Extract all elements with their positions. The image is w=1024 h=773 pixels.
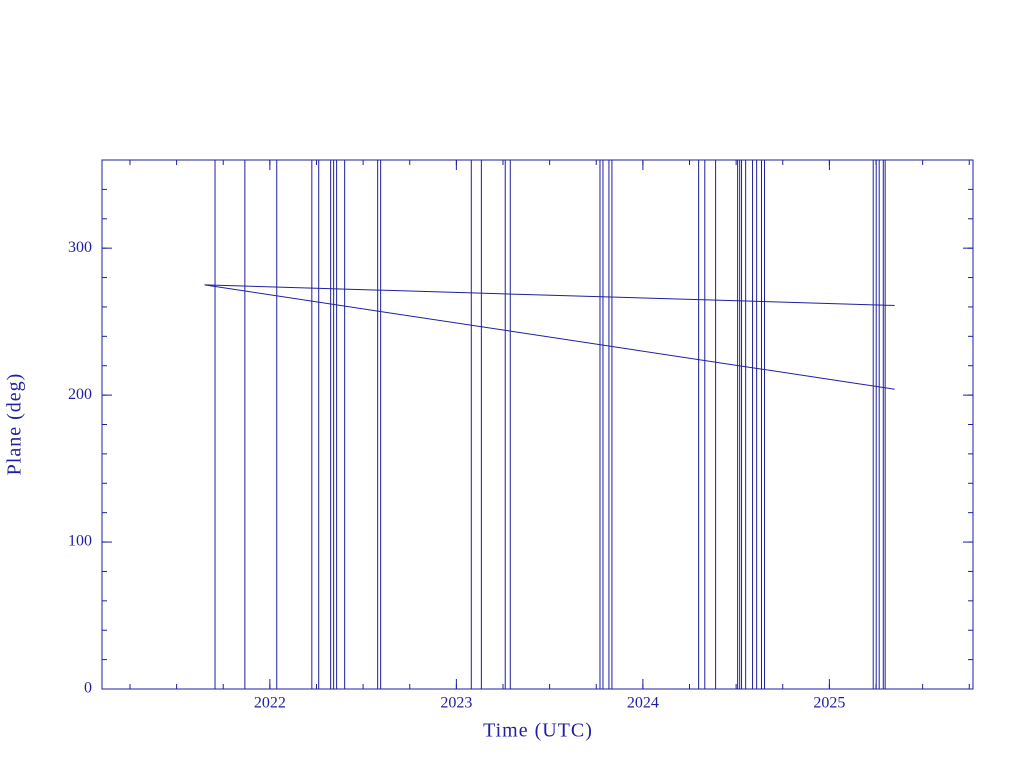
y-tick-label: 0 <box>84 680 92 697</box>
series-line <box>204 284 895 390</box>
x-axis-label: Time (UTC) <box>483 720 593 742</box>
plot-frame <box>101 159 974 690</box>
x-tick-label: 2023 <box>440 695 472 712</box>
x-tick-label: 2025 <box>813 695 845 712</box>
series-line <box>204 284 895 306</box>
y-tick-label: 100 <box>68 533 92 550</box>
y-tick-label: 300 <box>68 239 92 256</box>
y-axis-label: Plane (deg) <box>4 373 26 476</box>
x-tick-label: 2022 <box>254 695 286 712</box>
y-tick-label: 200 <box>68 386 92 403</box>
x-tick-label: 2024 <box>627 695 659 712</box>
